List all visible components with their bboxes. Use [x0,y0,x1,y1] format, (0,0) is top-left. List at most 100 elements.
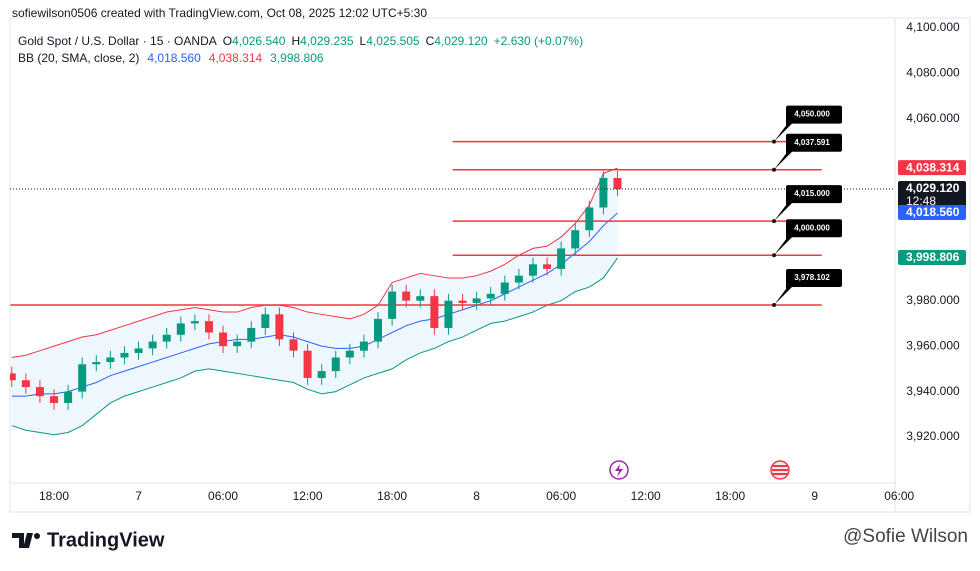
candle-body [78,364,87,392]
header-value: 4,029.235 [300,34,354,48]
x-tick-label: 18:00 [39,489,69,503]
level-callout [774,219,842,256]
level-anchor [772,253,776,258]
candle-body [190,321,199,324]
candle-body [374,318,383,342]
band-line [11,167,618,358]
y-tick-label: 4,100.000 [906,20,960,34]
band-line [11,212,618,397]
header-value: H [291,34,300,48]
candle-body [317,371,326,378]
y-tick-label: 4,060.000 [906,111,960,125]
brand: TradingView [47,529,165,551]
price-tag-label: 3,998.806 [906,250,960,264]
candle-body [514,275,523,283]
level-label: 3,978.102 [794,273,830,282]
price-tag [898,205,966,221]
plot [10,140,822,436]
brand-logo [12,533,40,548]
y-tick-label: 3,920.000 [906,429,960,443]
candle-body [557,248,566,269]
candle-body [162,334,171,342]
indicator-values: 4,018.560 4,038.314 3,998.806 [147,51,323,65]
level-callout [774,133,842,170]
header-value: 4,026.540 [232,34,286,48]
y-tick-label: 4,080.000 [906,66,960,80]
price-tag-countdown: 12:48 [906,194,936,208]
logo-mark [12,533,33,548]
indicator-name: BB (20, SMA, close, 2) [18,51,139,65]
candle-body [359,341,368,351]
lightning [615,464,623,477]
price-tag-label: 4,038.314 [906,160,960,174]
header-value: 4,025.505 [366,34,420,48]
candle-body [92,362,101,365]
candle-body [261,314,270,328]
price-tag [898,160,966,176]
candle-body [219,332,228,347]
candle-body [345,350,354,358]
candle-body [50,396,59,403]
candle-body [500,282,509,294]
header-value: L [360,34,367,48]
candle-body [613,177,622,190]
header-value: C [426,34,435,48]
candle-body [599,177,608,208]
band-fill [11,168,618,435]
x-tick-label: 18:00 [715,489,745,503]
x-tick-label: 06:00 [884,489,914,503]
candle-body [472,298,481,303]
candle-body [134,348,143,353]
y-tick-label: 3,960.000 [906,338,960,352]
level-callout [774,185,842,222]
y-tick-label: 3,980.000 [906,293,960,307]
candle-body [148,341,157,349]
x-tick-label: 18:00 [377,489,407,503]
level-label: 4,037.591 [794,138,830,147]
y-tick-label: 3,940.000 [906,384,960,398]
level-callout [774,105,842,142]
candle-body [176,323,185,335]
price-tag-label: 4,029.120 [906,181,960,195]
flag-stripes [772,465,788,475]
candle-body [106,357,115,363]
header-value: 3,998.806 [270,51,324,65]
header-value: O [223,34,232,48]
x-tick-label: 06:00 [208,489,238,503]
header-value: 4,029.120 [434,34,488,48]
watermark: @Sofie Wilson [843,526,968,547]
candle-body [233,341,242,347]
candle-body [10,373,16,381]
candle-body [430,296,439,328]
header-value: 4,038.314 [209,51,263,65]
candle-body [571,230,580,249]
candle-body [388,291,397,319]
ohlc-header: O4,026.540 H4,029.235 L4,025.505 C4,029.120… [223,34,583,48]
candle-body [64,391,73,403]
symbol: Gold Spot / U.S. Dollar · 15 · OANDA [18,34,217,48]
candle-body [275,314,284,340]
candle-body [486,293,495,299]
header-value: +2.630 (+0.07%) [494,34,583,48]
candle-body [21,380,30,388]
candle-body [289,339,298,351]
x-tick-label: 12:00 [631,489,661,503]
candle-body [402,291,411,301]
chart-frame [9,17,971,513]
x-tick-label: 9 [811,489,818,503]
level-label: 4,000.000 [794,223,830,232]
credit: sofiewilson0506 created with TradingView… [12,6,427,20]
level-label: 4,015.000 [794,189,830,198]
candle-body [444,300,453,328]
candle-body [204,321,213,333]
candle-body [416,296,425,301]
candle-body [458,300,467,303]
candle-body [585,207,594,231]
candle-body [528,264,537,276]
price-tag-label: 4,018.560 [906,205,960,219]
x-tick-label: 12:00 [293,489,323,503]
price-tag [898,181,966,210]
candle-body [331,357,340,372]
candle-body [543,264,552,269]
